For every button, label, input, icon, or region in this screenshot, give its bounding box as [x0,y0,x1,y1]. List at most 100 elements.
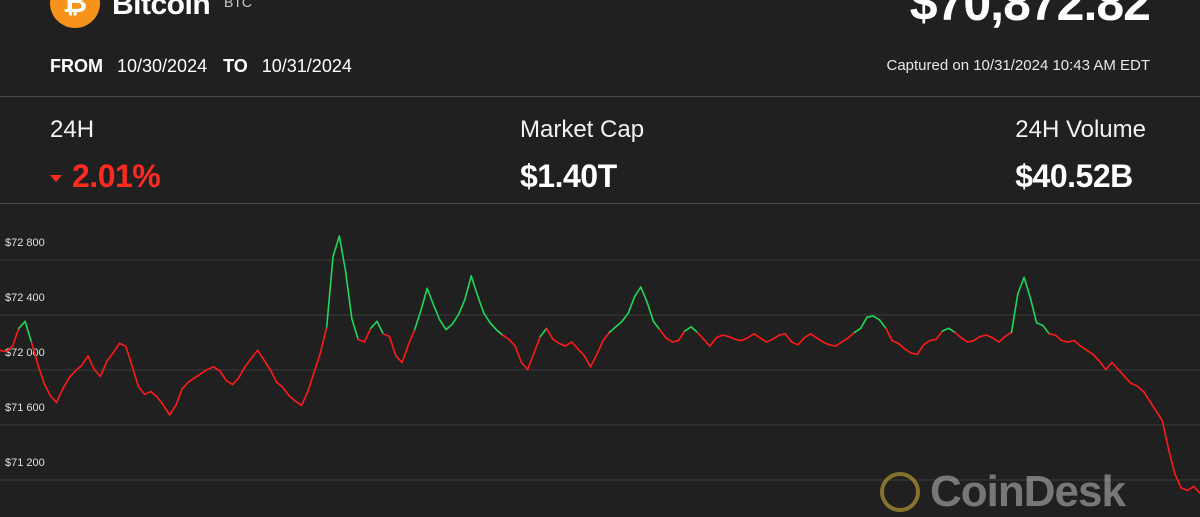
price-line-segment [5,345,14,353]
price-line-segment [401,344,410,364]
price-line-segment [1098,360,1107,371]
price-line-segment [181,381,190,390]
price-line-segment [872,315,881,321]
price-line-segment [219,370,227,382]
price-line-segment [596,339,604,356]
price-line-segment [853,327,862,334]
price-line-segment [156,396,165,407]
change-percent: 2.01% [72,158,161,194]
price-line-segment [420,287,429,312]
price-line-segment [583,355,592,368]
price-line-segment [231,377,240,386]
price-line-segment [709,337,718,347]
price-line-segment [878,319,887,330]
y-tick-label: $72 000 [5,347,45,359]
price-line-segment [1142,390,1151,402]
price-line-segment [30,341,39,365]
price-line-segment [1105,361,1113,371]
from-date: 10/30/2024 [117,56,208,76]
price-line-segment [809,333,818,339]
price-line-segment [451,313,460,325]
price-line-segment [1123,375,1132,385]
price-line-segment [834,341,843,347]
price-line-segment [683,326,692,332]
price-line-segment [106,352,114,363]
price-line-segment [476,294,485,314]
price-line-segment [866,315,875,319]
price-line-segment [922,339,931,346]
price-line-segment [489,322,498,331]
from-label: FROM [50,56,103,76]
price-line-segment [721,334,730,338]
price-line-segment [225,379,234,386]
price-line-segment [87,355,95,371]
price-line-segment [677,330,686,342]
price-line-segment [319,326,328,354]
price-line-segment [614,320,623,328]
header-divider [0,96,1200,97]
price-line-segment [1048,333,1057,336]
price-line-segment [715,334,724,339]
price-line-segment [137,385,146,396]
price-chart: $72 800 $72 400 $72 000 $71 600 $71 200 [0,204,1200,500]
price-line-segment [187,377,196,383]
price-line-segment [508,338,517,347]
price-line-segment [727,335,736,341]
price-line-segment [244,357,253,368]
price-line-segment [131,364,139,387]
price-line-segment [671,339,680,343]
price-line-segment [93,368,102,378]
captured-timestamp: Captured on 10/31/2024 10:43 AM EDT [886,57,1150,74]
volume-value: $40.52B [1015,158,1133,194]
price-line-segment [313,352,322,374]
price-line-segment [288,394,297,402]
price-line-segment [256,349,265,361]
price-line-segment [1073,339,1082,347]
price-line-segment [17,320,26,330]
price-line-segment [665,337,674,343]
price-line-segment [470,275,479,297]
price-line-segment [979,334,988,338]
price-line-segment [803,333,812,339]
y-tick-label: $72 800 [5,237,45,249]
price-line-segment [269,368,278,383]
price-line-segment [1042,324,1050,335]
price-chart-svg: $72 800 $72 400 $72 000 $71 600 $71 200 [0,235,1200,495]
price-line-segment [520,361,529,371]
price-line-segment [1155,410,1164,422]
price-line-segment [815,337,824,343]
price-line-segment [954,331,963,339]
price-line-segment [49,394,58,404]
price-line-segment [797,337,806,346]
price-line-segment [237,366,246,379]
price-line-segment [143,390,152,396]
price-line-segment [55,388,64,404]
change-label: 24H [50,116,95,143]
price-line-segment [175,388,183,407]
price-line-segment [294,400,303,407]
watermark-text: CoinDesk [930,467,1126,516]
price-line-segment [24,320,33,343]
price-line-segment [759,337,768,343]
price-line-segment [413,309,422,331]
price-line-segment [859,316,868,330]
down-arrow-icon [50,175,62,182]
price-line-segment [495,328,504,336]
price-line-segment [124,345,133,367]
price-line-segment [332,235,341,258]
price-line-segment [633,286,642,298]
price-line-segment [118,342,127,347]
price-line-segment [212,366,221,372]
price-line-segment [828,344,837,347]
price-line-segment [627,295,636,314]
price-line-segment [526,352,535,371]
price-line-segment [0,349,8,353]
to-date: 10/31/2024 [261,56,352,76]
price-line-segment [602,331,611,342]
price-line-segment [1136,385,1145,393]
price-line-segment [589,353,598,368]
price-line-segment [991,337,1000,343]
price-line-segment [972,335,981,342]
price-line-segment [426,287,435,306]
price-line-segment [1086,349,1094,356]
